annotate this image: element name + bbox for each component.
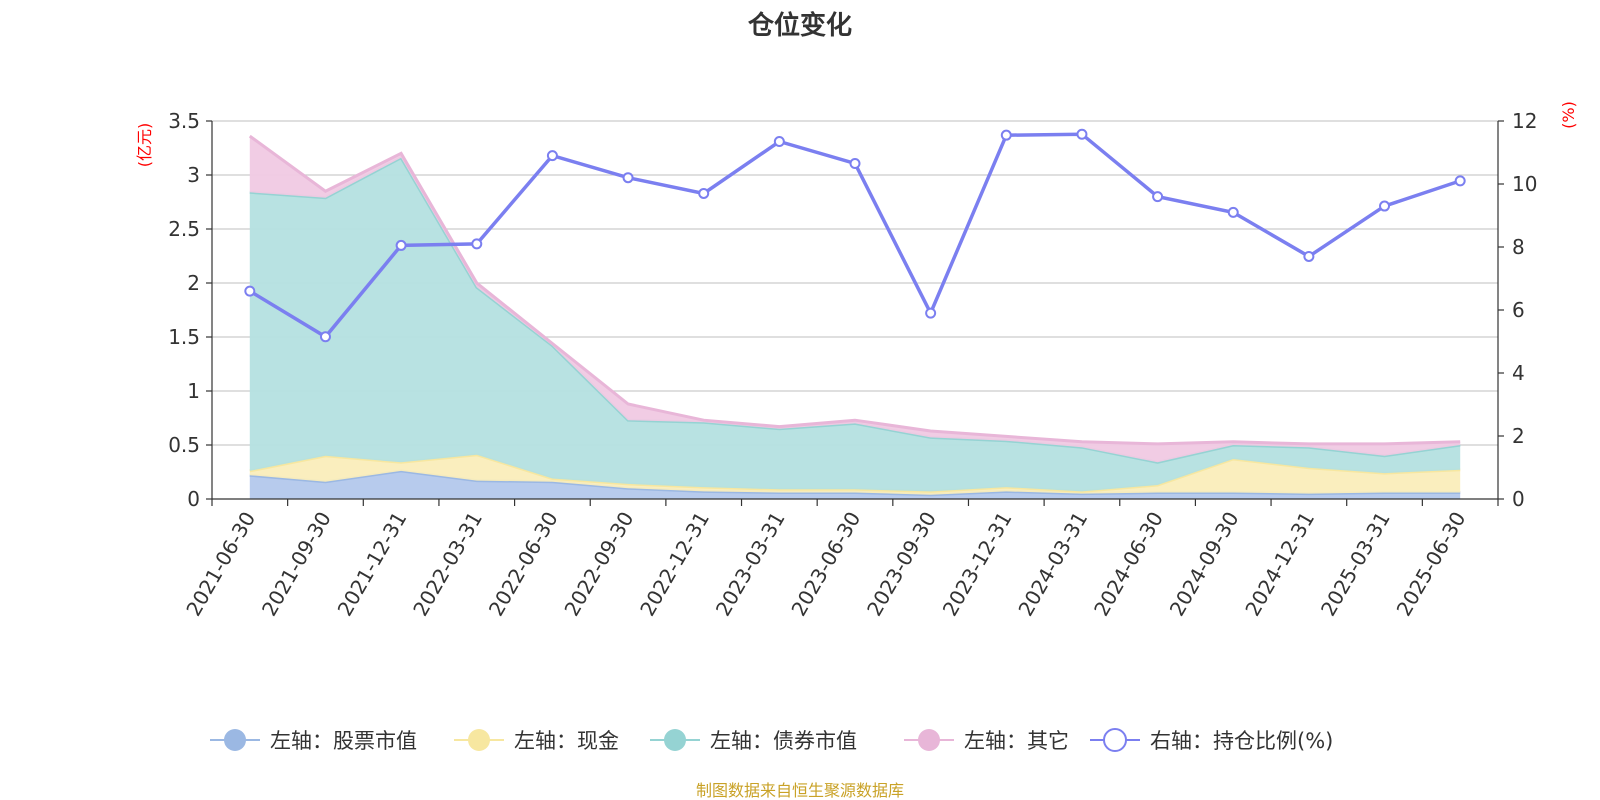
left-tick-label: 0	[187, 487, 200, 511]
x-tick-label: 2024-06-30	[1089, 508, 1168, 621]
ratio-point	[1379, 200, 1391, 212]
ratio-point	[849, 158, 861, 170]
ratio-point	[244, 285, 256, 297]
x-tick-label: 2024-09-30	[1165, 508, 1244, 621]
legend-item-4[interactable]: 右轴：持仓比例(%)	[1090, 728, 1333, 753]
area-0	[249, 470, 1461, 499]
ratio-point	[925, 307, 937, 319]
legend-marker-icon	[664, 729, 686, 751]
x-tick-label: 2025-06-30	[1392, 508, 1471, 621]
x-tick-label: 2022-12-31	[635, 508, 714, 621]
right-tick-label: 10	[1512, 172, 1537, 196]
right-tick-label: 2	[1512, 424, 1525, 448]
ratio-point	[395, 239, 407, 251]
area-edge-3	[248, 134, 1461, 446]
right-tick-label: 8	[1512, 235, 1525, 259]
stacked-areas	[248, 134, 1461, 499]
right-tick-label: 4	[1512, 361, 1525, 385]
legend-marker-icon	[1103, 728, 1127, 752]
legend-marker-icon	[224, 729, 246, 751]
x-tick-label: 2025-03-31	[1316, 508, 1395, 621]
ratio-point	[1000, 129, 1012, 141]
right-axis-unit: (%)	[1559, 101, 1578, 129]
area-2	[249, 157, 1461, 492]
left-tick-label: 1	[187, 379, 200, 403]
x-tick-label: 2023-03-31	[711, 508, 790, 621]
left-tick-label: 3.5	[168, 109, 200, 133]
ratio-point	[471, 238, 483, 250]
ratio-point	[1152, 191, 1164, 203]
legend-label: 左轴：股票市值	[270, 729, 417, 753]
legend-item-0[interactable]: 左轴：股票市值	[210, 729, 417, 753]
ratio-line	[244, 128, 1466, 343]
ratio-point	[1076, 128, 1088, 140]
source-note: 制图数据来自恒生聚源数据库	[696, 781, 904, 800]
legend: 左轴：股票市值 左轴：现金 左轴：债券市值 左轴：其它 右轴：持仓比例(%)	[210, 728, 1333, 753]
x-tick-label: 2021-09-30	[257, 508, 336, 621]
legend-label: 右轴：持仓比例(%)	[1150, 729, 1333, 753]
ratio-point	[1454, 175, 1466, 187]
left-tick-label: 3	[187, 163, 200, 187]
chart-title: 仓位变化	[747, 10, 852, 41]
x-tick-label: 2021-12-31	[333, 508, 412, 621]
legend-item-3[interactable]: 左轴：其它	[904, 729, 1069, 753]
ratio-point	[773, 135, 785, 147]
x-tick-label: 2022-03-31	[408, 508, 487, 621]
right-tick-label: 6	[1512, 298, 1525, 322]
right-tick-label: 12	[1512, 109, 1537, 133]
right-tick-label: 0	[1512, 487, 1525, 511]
x-tick-label: 2023-09-30	[862, 507, 941, 620]
left-tick-label: 2	[187, 271, 200, 295]
x-tick-label: 2021-06-30	[181, 508, 260, 621]
legend-item-2[interactable]: 左轴：债券市值	[650, 729, 857, 753]
ratio-point	[1227, 206, 1239, 218]
left-tick-label: 0.5	[168, 433, 200, 457]
area-1	[249, 454, 1461, 495]
x-tick-label: 2023-12-31	[938, 508, 1017, 621]
x-tick-label: 2024-12-31	[1240, 508, 1319, 621]
x-tick-label: 2022-09-30	[559, 508, 638, 621]
ratio-point	[546, 150, 558, 162]
x-tick-label: 2024-03-31	[1013, 508, 1092, 621]
legend-marker-icon	[468, 729, 490, 751]
ratio-point	[622, 172, 634, 184]
ratio-point	[319, 331, 331, 343]
x-tick-label: 2023-06-30	[786, 508, 865, 621]
legend-item-1[interactable]: 左轴：现金	[454, 729, 619, 753]
legend-label: 左轴：债券市值	[710, 729, 857, 753]
x-tick-label: 2022-06-30	[484, 508, 563, 621]
left-axis-unit: (亿元)	[135, 123, 154, 168]
legend-label: 左轴：现金	[514, 729, 619, 753]
left-tick-label: 1.5	[168, 325, 200, 349]
legend-marker-icon	[918, 729, 940, 751]
ratio-point	[698, 187, 710, 199]
left-tick-label: 2.5	[168, 217, 200, 241]
ratio-point	[1303, 250, 1315, 262]
legend-label: 左轴：其它	[964, 729, 1069, 753]
